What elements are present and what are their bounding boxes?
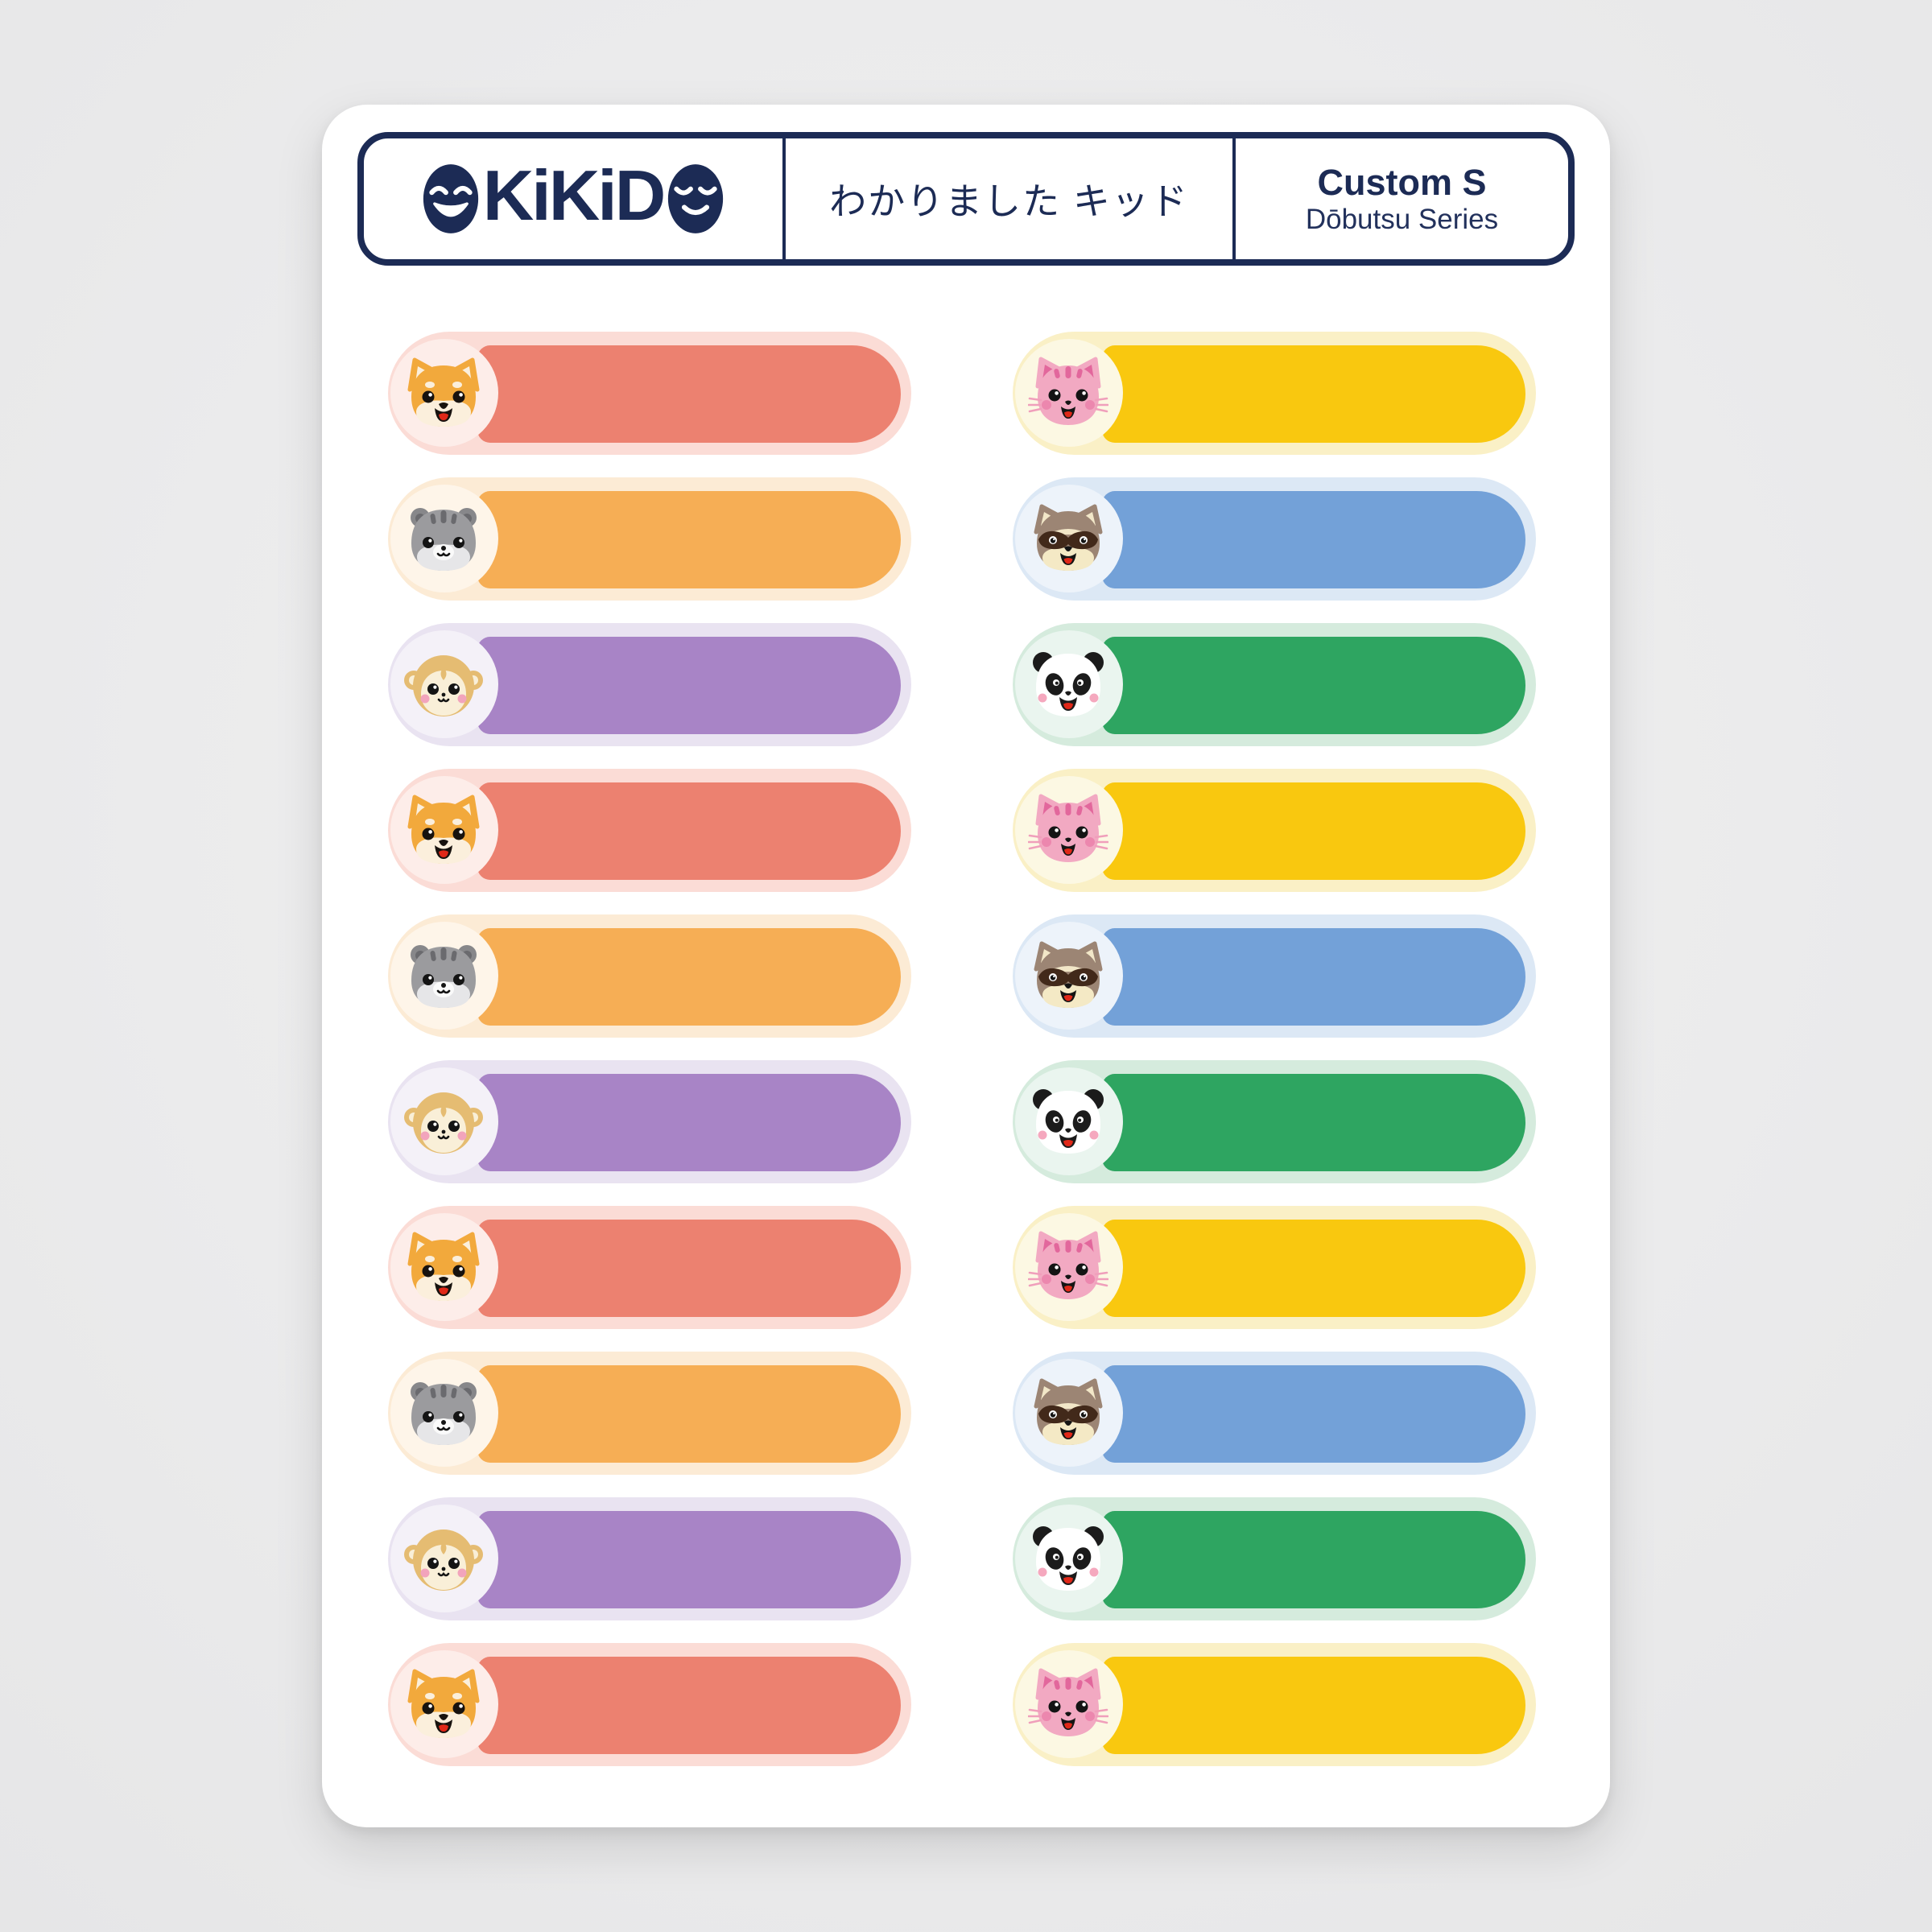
- cat-icon: [1028, 1664, 1108, 1744]
- raccoon-icon: [1028, 935, 1108, 1016]
- shiba-icon: [403, 1664, 484, 1744]
- product-size: Custom S: [1317, 162, 1487, 203]
- write-area-bar: [1102, 1511, 1525, 1608]
- name-label-sticker: [388, 1497, 911, 1620]
- write-area-bar: [477, 1657, 901, 1754]
- monkey-icon: [403, 1081, 484, 1162]
- name-label-sticker: [1013, 623, 1536, 746]
- japanese-title-cell: わかりました キッド: [782, 138, 1236, 259]
- write-area-bar: [477, 1365, 901, 1463]
- product-info-cell: Custom S Dōbutsu Series: [1236, 138, 1568, 259]
- write-area-bar: [1102, 1074, 1525, 1171]
- name-label-sticker: [1013, 477, 1536, 601]
- sticker-sheet: KiKiD わかりました キッド Custom S Dōbutsu Series: [322, 105, 1610, 1827]
- hamster-icon: [403, 1373, 484, 1453]
- name-label-sticker: [388, 623, 911, 746]
- sticker-grid: [388, 332, 1536, 1766]
- shiba-icon: [403, 353, 484, 433]
- name-label-sticker: [1013, 1206, 1536, 1329]
- write-area-bar: [1102, 491, 1525, 588]
- write-area-bar: [477, 1074, 901, 1171]
- brand-logo-text: KiKiD: [482, 155, 667, 235]
- name-label-sticker: [1013, 1497, 1536, 1620]
- write-area-bar: [477, 928, 901, 1026]
- name-label-sticker: [1013, 332, 1536, 455]
- name-label-sticker: [388, 1352, 911, 1475]
- write-area-bar: [1102, 782, 1525, 880]
- monkey-icon: [403, 1518, 484, 1599]
- panda-icon: [1028, 1081, 1108, 1162]
- write-area-bar: [1102, 1657, 1525, 1754]
- cat-icon: [1028, 1227, 1108, 1307]
- write-area-bar: [1102, 1220, 1525, 1317]
- cat-icon: [1028, 353, 1108, 433]
- write-area-bar: [1102, 1365, 1525, 1463]
- raccoon-icon: [1028, 498, 1108, 579]
- shiba-icon: [403, 790, 484, 870]
- write-area-bar: [477, 491, 901, 588]
- logo-smiling-face-icon: [667, 163, 724, 234]
- hamster-icon: [403, 498, 484, 579]
- brand-logo: KiKiD: [364, 138, 782, 259]
- monkey-icon: [403, 644, 484, 724]
- name-label-sticker: [388, 769, 911, 892]
- write-area-bar: [1102, 345, 1525, 443]
- name-label-sticker: [1013, 769, 1536, 892]
- write-area-bar: [477, 637, 901, 734]
- name-label-sticker: [1013, 1352, 1536, 1475]
- panda-icon: [1028, 1518, 1108, 1599]
- write-area-bar: [477, 1511, 901, 1608]
- hamster-icon: [403, 935, 484, 1016]
- shiba-icon: [403, 1227, 484, 1307]
- name-label-sticker: [1013, 1643, 1536, 1766]
- name-label-sticker: [1013, 914, 1536, 1038]
- name-label-sticker: [388, 1643, 911, 1766]
- name-label-sticker: [1013, 1060, 1536, 1183]
- sheet-header: KiKiD わかりました キッド Custom S Dōbutsu Series: [357, 132, 1575, 266]
- write-area-bar: [477, 345, 901, 443]
- name-label-sticker: [388, 1060, 911, 1183]
- name-label-sticker: [388, 1206, 911, 1329]
- name-label-sticker: [388, 477, 911, 601]
- raccoon-icon: [1028, 1373, 1108, 1453]
- name-label-sticker: [388, 332, 911, 455]
- series-name: Dōbutsu Series: [1305, 203, 1499, 235]
- japanese-title: わかりました キッド: [829, 180, 1189, 222]
- cat-icon: [1028, 790, 1108, 870]
- logo-laughing-face-icon: [423, 163, 479, 234]
- write-area-bar: [477, 782, 901, 880]
- panda-icon: [1028, 644, 1108, 724]
- name-label-sticker: [388, 914, 911, 1038]
- write-area-bar: [477, 1220, 901, 1317]
- write-area-bar: [1102, 637, 1525, 734]
- write-area-bar: [1102, 928, 1525, 1026]
